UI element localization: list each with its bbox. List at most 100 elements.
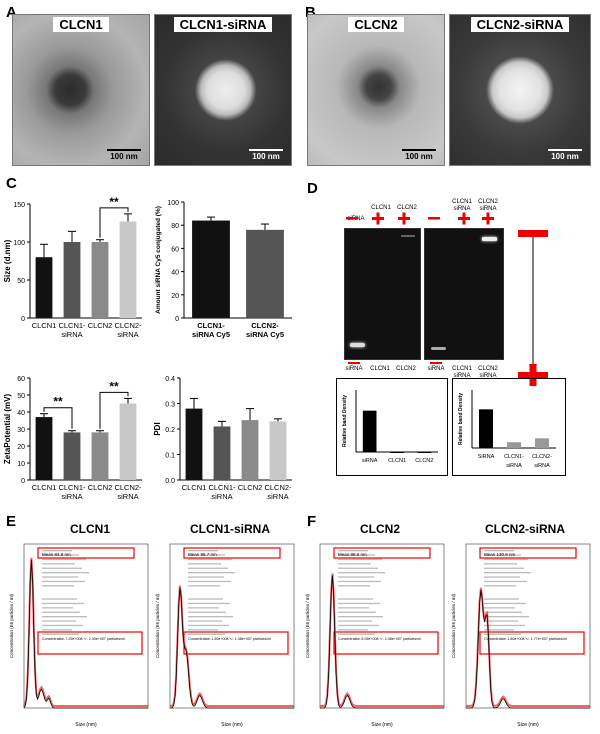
stats-text-line [42,633,79,635]
y-tick-label: 30 [17,427,25,434]
x-axis-label: Size (nm) [371,722,393,728]
x-axis-label: Size (nm) [75,722,97,728]
stats-text-line [188,633,225,635]
stats-text-line [42,550,72,552]
panel-letter-c: C [6,175,17,192]
stats-text-line [338,602,380,605]
scale-bar: 100 nm [249,149,283,161]
stats-text-line [188,563,221,565]
y-tick-label: 20 [171,293,179,300]
stats-text-line [42,580,85,583]
minus-sign [428,217,440,220]
stats-text-line [338,563,371,565]
migration-arrow-icon [518,230,548,386]
tem-image-clcn2-sirna: CLCN2-siRNA 100 nm [449,14,591,166]
category-label: CLCN2-siRNA [114,483,142,501]
stats-text-line [188,616,233,618]
tem-image-clcn2: CLCN2 100 nm [307,14,445,166]
scale-bar: 100 nm [548,149,582,161]
bar-clcn2 [417,452,432,453]
stats-text-line [188,624,229,627]
stats-text-line [484,567,524,569]
significance-bracket [99,391,129,429]
stats-text-line [42,598,77,600]
stats-text-line [484,576,520,578]
bar-clcn2 [91,242,109,318]
bar-clcn1 [35,417,53,480]
category-label: SiRNA [478,454,495,460]
stats-text-line [188,572,235,574]
density-box-right [452,378,566,476]
y-tick-label: 60 [171,246,179,253]
panel-letter-a: A [6,4,17,21]
bar-clcn2-sirna [119,221,137,318]
bar-clcn2-sirna [119,403,137,480]
concentration-row: Concentration 1.80e+008 +/- 1.77e+007 pa… [484,637,567,641]
category-label: CLCN2-siRNA [264,483,292,501]
panel-letter-f: F [307,513,317,530]
y-tick-label: 100 [167,200,179,207]
gel-label: CLCN2 [397,205,417,211]
gel-band [431,347,446,350]
category-label: CLCN2-siRNA [532,454,552,469]
y-tick-label: 60 [17,376,25,383]
bar-clcn2 [241,420,259,480]
tem-image-clcn1-sirna: CLCN1-siRNA 100 nm [154,14,292,166]
stats-text-line [188,567,228,569]
gel-label: CLCN1 [370,366,390,372]
panel-letter-b: B [305,4,316,21]
stats-text-line [188,576,224,578]
size-distribution-error-band [320,573,444,707]
scale-bar: 100 nm [107,149,141,161]
bar-sirna [362,410,377,452]
chart-band-density-right: SiRNA CLCN1-siRNA CLCN2-siRNA Relative band… [458,390,556,469]
stats-text-line [188,585,220,587]
nta-plot-clcn2: Mean 98.6 nm Concentration 5.05e+008 +/- … [305,543,445,728]
y-tick-label: 40 [17,410,25,417]
concentration-row: Concentration 5.05e+008 +/- 2.08e+007 pa… [338,637,421,641]
category-label: CLCN2 [88,483,113,492]
x-axis-label: Size (nm) [221,722,243,728]
stats-text-line [338,598,373,600]
gel-label: siRNA [345,366,363,372]
y-tick-label: 40 [171,270,179,277]
category-label: siRNA [362,458,378,464]
nta-plot-clcn1-sirna: Mean 95.7 nm Concentration 1.50e+008 +/- … [155,543,295,728]
gel-label: CLCN1 siRNA [452,199,472,212]
y-tick-label: 20 [17,444,25,451]
y-tick-label: 10 [17,461,25,468]
significance-bracket [43,407,73,429]
category-label: CLCN2 [238,483,263,492]
nta-title: CLCN2-siRNA [484,522,565,536]
gel-signs [346,212,494,225]
stats-text-line [484,616,529,618]
mean-row: Mean 98.6 nm [338,552,367,557]
plus-sign [376,212,380,225]
stats-text-line [188,602,230,605]
bar-sirna [479,409,493,448]
gel-label: CLCN2 [396,366,416,372]
size-distribution-error-band [23,557,148,707]
stats-text-line [188,550,218,552]
stats-text-line [338,585,370,587]
plus-sign [486,212,490,225]
bar-clcn1 [185,408,203,480]
significance-marker: ** [53,395,63,409]
y-axis-label: Size (d.nm) [3,239,12,282]
category-label: CLCN2 [88,321,113,330]
size-distribution-curve [169,587,294,709]
nta-title: CLCN1-siRNA [189,522,270,536]
stats-text-line [338,572,385,574]
bar-clcn2-sirna [535,438,549,448]
gel-band [350,343,365,347]
gel-label: CLCN1 siRNA [452,366,472,379]
stats-text-line [338,550,368,552]
bar-clcn1-sirna [63,242,81,318]
y-axis-label: Concentration (E6 particles / ml) [305,593,310,658]
stats-text-line [484,624,525,627]
mean-highlight-box [479,547,577,559]
panel-letter-d: D [307,180,318,197]
stats-text-line [484,554,521,556]
y-axis-label: Relative band Density [458,393,464,445]
